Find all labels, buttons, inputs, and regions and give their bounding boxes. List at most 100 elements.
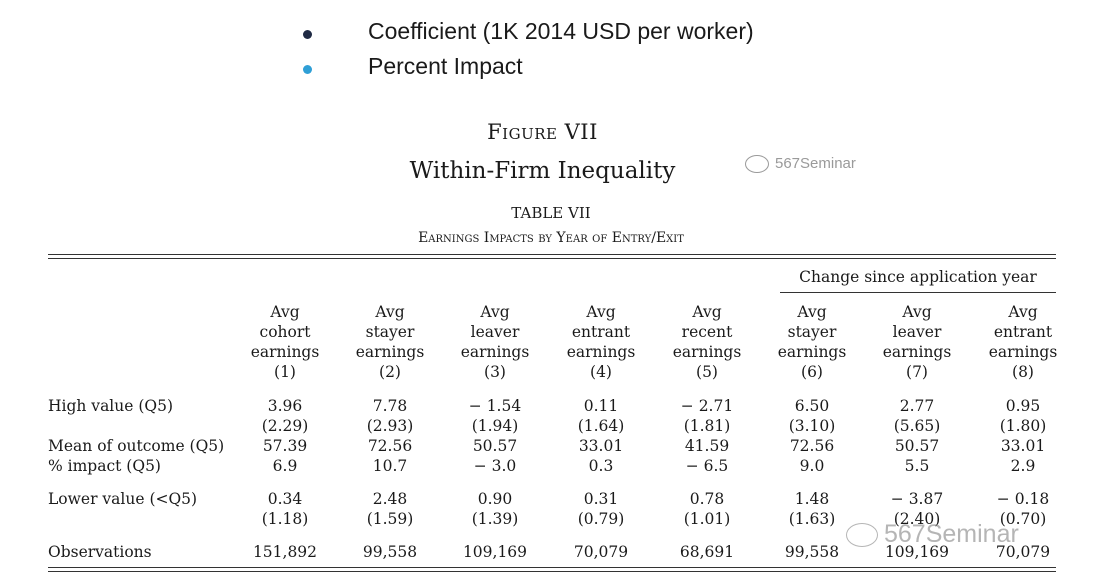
table-cell: 72.56 [367,437,413,455]
table-cell: (2.29) [261,417,309,435]
row-label: Mean of outcome (Q5) [48,437,225,455]
column-header: Avg entrant earnings (4) [549,302,654,382]
table-cell: 41.59 [684,437,730,455]
wechat-icon [745,155,769,174]
column-header-line: Avg [270,303,300,321]
table-cell: 0.78 [689,490,725,508]
column-header-line: leaver [892,323,942,341]
table-cell: 10.7 [372,457,408,475]
column-header-line: earnings [250,343,320,361]
column-header: Avg entrant earnings (8) [971,302,1076,382]
watermark-top: 567Seminar [745,155,856,174]
table-cell: (3.10) [788,417,836,435]
table-cell: − 0.18 [996,490,1050,508]
column-header-line: entrant [571,323,631,341]
column-header-line: earnings [355,343,425,361]
table-cell: − 3.87 [890,490,944,508]
group-rule [780,292,1056,293]
column-header: Avg stayer earnings (2) [338,302,443,382]
column-header-line: (8) [1012,363,1034,381]
table-cell: 3.96 [267,397,303,415]
table-bottom-rule [48,567,1056,568]
table-cell: 70,079 [573,543,629,561]
column-header-line: (6) [801,363,823,381]
column-header-line: earnings [988,343,1058,361]
column-header-line: (3) [484,363,506,381]
watermark-bottom: 567Seminar [846,520,1019,549]
column-header-line: (2) [379,363,401,381]
table-cell: 70,079 [995,543,1051,561]
legend-dot-navy [303,30,312,39]
table-cell: (1.59) [366,510,414,528]
table-cell: (1.01) [683,510,731,528]
table-cell: 5.5 [904,457,930,475]
table-cell: (5.65) [893,417,941,435]
table-top-rule [48,254,1056,255]
table-cell: − 1.54 [468,397,522,415]
column-header-line: Avg [375,303,405,321]
column-header: Avg cohort earnings (1) [233,302,338,382]
table-label: TABLE VII [511,204,591,222]
column-header-line: stayer [787,323,837,341]
group-header: Change since application year [799,268,1037,286]
row-label: % impact (Q5) [48,457,161,475]
table-cell: 68,691 [679,543,735,561]
legend-label: Coefficient (1K 2014 USD per worker) [368,18,754,44]
table-cell: − 2.71 [680,397,734,415]
table-cell: 109,169 [884,543,950,561]
figure-label: Figure VII [487,120,598,144]
table-cell: 7.78 [372,397,408,415]
column-header-line: (7) [906,363,928,381]
table-cell: 50.57 [894,437,940,455]
table-cell: (1.81) [683,417,731,435]
column-header-line: earnings [882,343,952,361]
column-header-line: leaver [470,323,520,341]
wechat-icon [846,523,878,548]
column-header: Avg leaver earnings (3) [443,302,548,382]
column-header: Avg stayer earnings (6) [760,302,865,382]
table-cell: 33.01 [1000,437,1046,455]
table-cell: 33.01 [578,437,624,455]
table-cell: 57.39 [262,437,308,455]
table-cell: 72.56 [789,437,835,455]
column-header: Avg recent earnings (5) [655,302,760,382]
table-cell: (1.39) [471,510,519,528]
column-header-line: recent [681,323,733,341]
figure-title: Within-Firm Inequality [409,158,676,184]
table-cell: − 6.5 [685,457,729,475]
column-header-line: earnings [672,343,742,361]
table-cell: − 3.0 [473,457,517,475]
table-cell: (1.63) [788,510,836,528]
table-cell: 0.34 [267,490,303,508]
table-cell: (0.70) [999,510,1047,528]
table-cell: 0.95 [1005,397,1041,415]
row-label: Observations [48,543,152,561]
table-cell: (1.64) [577,417,625,435]
table-cell: 109,169 [462,543,528,561]
table-cell: 2.48 [372,490,408,508]
row-label: Lower value (<Q5) [48,490,198,508]
column-header-line: Avg [797,303,827,321]
table-cell: 0.3 [588,457,614,475]
table-cell: 0.11 [583,397,619,415]
table-cell: 2.9 [1010,457,1036,475]
table-cell: 0.90 [477,490,513,508]
column-header-line: Avg [586,303,616,321]
table-cell: 1.48 [794,490,830,508]
table-cell: (1.94) [471,417,519,435]
table-cell: (0.79) [577,510,625,528]
column-header-line: cohort [259,323,311,341]
column-header-line: (5) [696,363,718,381]
table-cell: 99,558 [784,543,840,561]
table-cell: 6.50 [794,397,830,415]
column-header: Avg leaver earnings (7) [865,302,970,382]
table-cell: 6.9 [272,457,298,475]
column-header-line: Avg [902,303,932,321]
column-header-line: earnings [777,343,847,361]
table-cell: 9.0 [799,457,825,475]
column-header-line: Avg [692,303,722,321]
table-cell: (1.18) [261,510,309,528]
table-bottom-rule [48,571,1056,572]
column-header-line: Avg [1008,303,1038,321]
watermark-text: 567Seminar [775,155,856,172]
